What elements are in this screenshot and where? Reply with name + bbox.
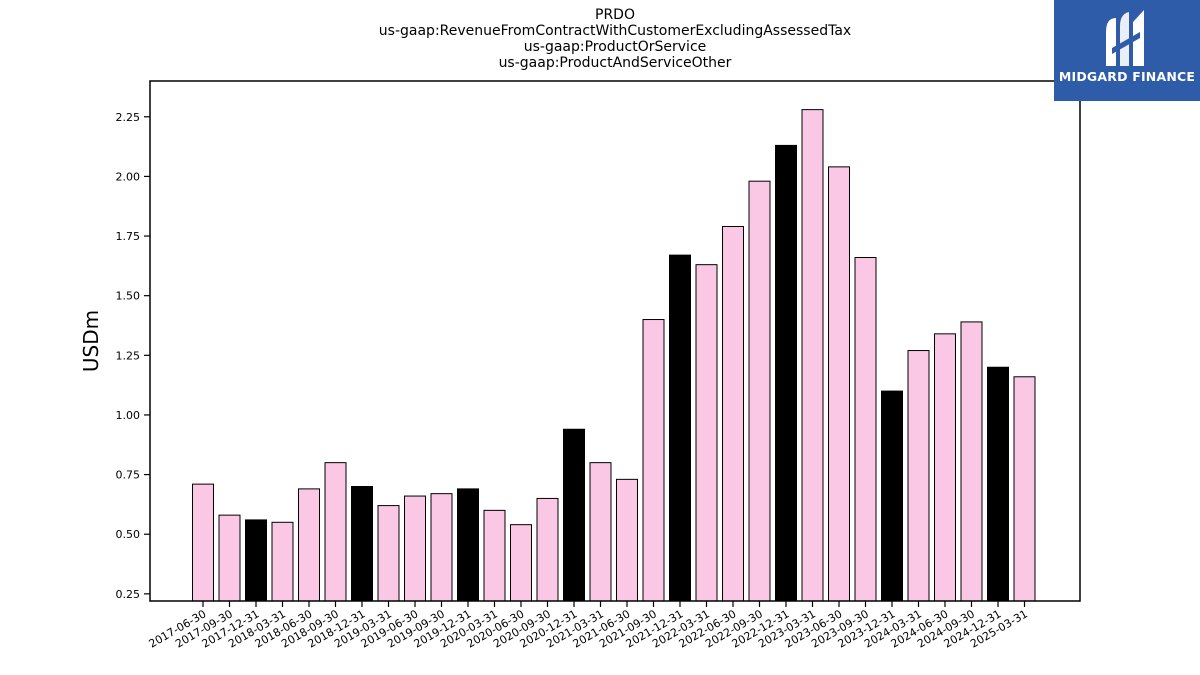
bar-2019-12-31 [457, 488, 479, 602]
bar-2025-03-31 [1013, 376, 1036, 602]
bar-2020-03-31 [483, 509, 506, 602]
bar-2017-06-30 [192, 483, 214, 602]
bar-2022-09-30 [748, 180, 771, 602]
bar-2022-03-31 [695, 264, 718, 602]
bar-2020-12-31 [563, 428, 585, 602]
bar-2024-12-31 [987, 366, 1009, 602]
bar-2017-09-30 [218, 514, 241, 602]
chart-title-ticker: PRDO [595, 7, 635, 23]
bar-2019-09-30 [430, 493, 453, 602]
bar-2018-06-30 [298, 488, 320, 602]
x-ticks-group: 2017-06-302017-09-302017-12-312018-03-31… [147, 601, 1030, 651]
bar-2024-06-30 [934, 333, 956, 602]
bar-2021-09-30 [642, 319, 665, 602]
chart-title-axis: us-gaap:ProductOrService [523, 39, 707, 55]
bar-2023-12-31 [881, 390, 903, 602]
bar-2021-06-30 [616, 478, 638, 602]
brand-logo: MIDGARD FINANCE [1054, 0, 1200, 101]
y-tick-label: 1.00 [116, 409, 141, 422]
bar-2022-12-31 [775, 144, 797, 602]
y-tick-label: 1.75 [116, 230, 141, 243]
bar-2021-03-31 [589, 462, 612, 602]
bar-2023-09-30 [854, 257, 877, 602]
bar-2021-12-31 [669, 254, 691, 602]
bar-2023-06-30 [828, 166, 850, 602]
chart-title-concept: us-gaap:RevenueFromContractWithCustomerE… [378, 23, 852, 39]
y-tick-label: 0.75 [116, 469, 141, 482]
y-tick-label: 2.00 [116, 170, 141, 183]
y-tick-label: 2.25 [116, 111, 141, 124]
midgard-logo-icon [1106, 10, 1144, 66]
bar-2020-09-30 [536, 497, 559, 602]
y-axis-label: USDm [79, 310, 103, 372]
bar-2024-03-31 [907, 350, 930, 602]
bar-2018-12-31 [351, 486, 373, 602]
y-tick-label: 1.50 [116, 290, 141, 303]
chart-title-member: us-gaap:ProductAndServiceOther [498, 55, 732, 71]
plot-frame [149, 80, 1081, 602]
axes-group [149, 80, 1081, 602]
bar-2020-06-30 [510, 524, 532, 602]
bar-2018-09-30 [324, 462, 347, 602]
y-ticks-group: 0.25 0.50 0.75 1.00 1.25 1.50 1.75 2.00 2.25 [116, 111, 150, 601]
y-tick-label: 0.50 [116, 528, 141, 541]
bar-2023-03-31 [801, 109, 824, 602]
logo-text: MIDGARD FINANCE [1058, 69, 1196, 84]
y-tick-label: 1.25 [116, 349, 141, 362]
y-tick-label: 0.25 [116, 588, 141, 601]
bar-2018-03-31 [271, 521, 294, 602]
bar-2017-12-31 [245, 519, 267, 602]
bar-2019-03-31 [377, 505, 400, 602]
bars-group [192, 109, 1036, 602]
bar-2022-06-30 [722, 226, 744, 602]
bar-2019-06-30 [404, 495, 426, 602]
bar-2024-09-30 [960, 321, 983, 602]
